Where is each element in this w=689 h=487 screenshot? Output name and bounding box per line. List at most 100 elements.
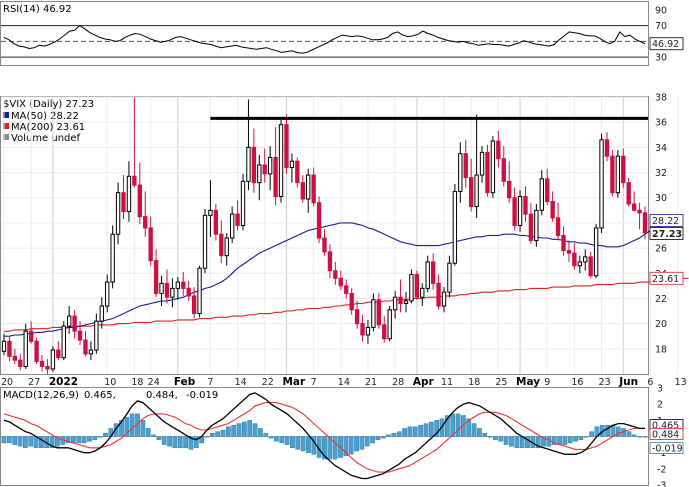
macd-histogram-bar: [423, 423, 429, 437]
macd-histogram-bar: [359, 436, 365, 450]
candle-body: [474, 174, 479, 208]
x-axis-label: Jun: [618, 376, 638, 388]
macd-histogram-bar: [428, 421, 434, 437]
x-axis-label: 21: [365, 377, 377, 388]
candle-body: [496, 140, 501, 160]
macd-value-label: -0.019: [652, 444, 683, 455]
candle-body: [539, 178, 544, 211]
macd-histogram-bar: [364, 436, 370, 447]
candle-body: [371, 299, 376, 328]
candle-body: [398, 296, 403, 304]
x-axis-label: 18: [468, 377, 480, 388]
legend-volume: Volume undef: [11, 133, 81, 144]
macd-histogram-bar: [300, 436, 306, 452]
candle-body: [583, 256, 588, 263]
macd-value-label: 0.465: [652, 420, 679, 431]
candle-body: [267, 156, 273, 175]
macd-histogram-bar: [557, 436, 562, 445]
candle-body: [376, 299, 382, 326]
candle-body: [507, 180, 512, 199]
macd-histogram-bar: [161, 436, 167, 445]
x-axis-label: 20: [1, 377, 13, 388]
macd-histogram-bar: [290, 436, 295, 449]
candle-body: [197, 267, 202, 315]
macd-histogram-bar: [103, 433, 108, 437]
candle-body: [121, 192, 126, 213]
macd-histogram-bar: [263, 433, 269, 437]
macd-title-macd: 0.465,: [84, 390, 116, 401]
macd-histogram-bar: [493, 436, 498, 440]
macd-histogram-bar: [17, 436, 23, 447]
macd-histogram-bar: [455, 413, 461, 437]
candle-body: [430, 261, 436, 284]
candle-body: [224, 237, 229, 257]
macd-histogram-bar: [49, 436, 55, 449]
macd-histogram-bar: [519, 436, 525, 449]
macd-histogram-bar: [284, 436, 290, 445]
macd-tick-label: 2: [657, 400, 663, 411]
candle-body: [534, 209, 539, 242]
candle-body: [77, 330, 83, 341]
macd-histogram-bar: [145, 428, 151, 437]
x-axis-label: 25: [495, 377, 507, 388]
candle-body: [137, 184, 142, 218]
macd-histogram-bar: [226, 426, 231, 437]
macd-histogram-bar: [193, 436, 199, 449]
candle-body: [392, 296, 398, 311]
x-axis-label: 24: [148, 377, 160, 388]
macd-histogram-bar: [306, 436, 311, 453]
price-tick-label: 38: [655, 93, 667, 104]
candle-body: [409, 274, 414, 302]
macd-value-box: [649, 442, 684, 454]
candle-body: [273, 156, 278, 197]
macd-histogram-bar: [23, 436, 28, 449]
legend-ma50: MA(50) 28.22: [11, 111, 79, 122]
candle-body: [354, 309, 360, 325]
candle-body: [67, 315, 72, 327]
macd-histogram-bar: [354, 436, 359, 452]
candle-body: [83, 339, 88, 355]
legend-volume-swatch: [3, 134, 9, 140]
macd-histogram-bar: [231, 424, 237, 437]
candle-body: [311, 174, 316, 204]
macd-histogram-bar: [642, 436, 648, 438]
macd-histogram-bar: [236, 423, 242, 437]
candle-body: [631, 203, 637, 211]
candle-body: [45, 365, 50, 370]
macd-title-name: MACD(12,26,9): [3, 390, 79, 401]
candle-body: [425, 261, 430, 289]
candle-body: [420, 287, 425, 298]
legend-ma200-swatch: [3, 123, 9, 129]
candle-body: [1, 340, 7, 352]
candle-body: [115, 192, 121, 235]
candle-body: [159, 282, 164, 294]
rsi-tick-label: 90: [655, 5, 667, 16]
candle-body: [94, 320, 99, 351]
x-axis-label: 6: [647, 377, 653, 388]
macd-histogram-bar: [1, 436, 7, 444]
candle-body: [88, 349, 94, 355]
candle-body: [126, 175, 132, 213]
candle-body: [360, 323, 365, 336]
candle-body: [132, 175, 137, 186]
candle-body: [637, 209, 642, 214]
x-axis-label: May: [516, 376, 540, 388]
candle-body: [105, 281, 110, 307]
macd-histogram-bar: [535, 436, 541, 449]
x-axis-label: 9: [544, 377, 550, 388]
macd-histogram-bar: [525, 436, 530, 449]
candle-body: [621, 155, 626, 184]
macd-histogram-bar: [551, 436, 557, 445]
x-axis-label: 10: [104, 377, 116, 388]
macd-signal-line: [3, 402, 645, 473]
macd-histogram-bar: [183, 436, 188, 449]
price-tick-label: 34: [655, 143, 667, 154]
candle-body: [208, 209, 213, 216]
macd-histogram-bar: [631, 434, 637, 437]
ma200-value-label: 23.61: [652, 274, 679, 285]
macd-histogram-bar: [412, 426, 418, 437]
macd-histogram-bar: [220, 429, 226, 437]
x-axis-label: 16: [571, 377, 583, 388]
candle-body: [191, 295, 197, 315]
candle-body: [246, 146, 251, 182]
